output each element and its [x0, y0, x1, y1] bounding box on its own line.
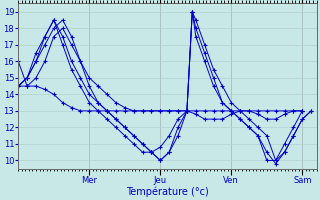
- X-axis label: Température (°c): Température (°c): [126, 186, 209, 197]
